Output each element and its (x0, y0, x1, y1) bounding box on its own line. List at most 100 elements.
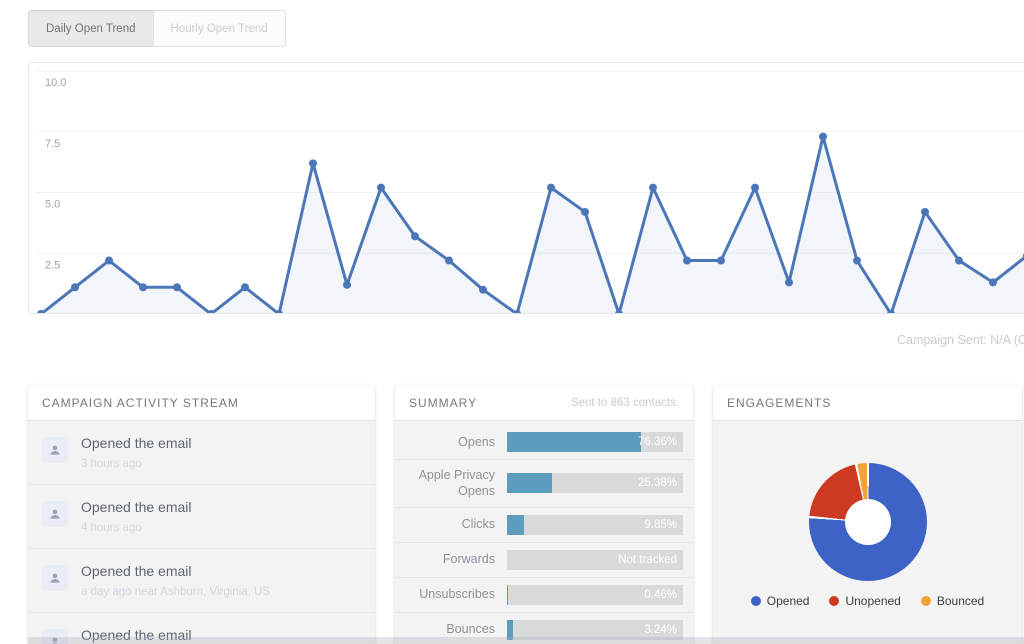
contact-user-icon (42, 565, 68, 591)
summary-bar-fill (507, 584, 508, 605)
summary-metric-label: Clicks (461, 517, 495, 532)
donut-hole (844, 499, 891, 545)
activity-timestamp: 4 hours ago (81, 522, 142, 534)
tab-daily-open-trend[interactable]: Daily Open Trend (28, 10, 154, 47)
y-axis-tick-label: 7.5 (45, 138, 60, 150)
activity-text: Opened the email 3 hours ago (81, 435, 192, 470)
summary-bar-track: 25.38% (507, 473, 683, 494)
legend-label: Opened (766, 594, 810, 608)
activity-title: Opened the email (81, 435, 192, 451)
data-point-marker[interactable] (37, 310, 45, 314)
data-point-marker[interactable] (547, 183, 555, 192)
summary-metric-label: Forwards (442, 552, 495, 567)
summary-metric-value: 3.24% (644, 623, 677, 636)
summary-bar-track: 9.85% (507, 514, 683, 535)
activity-title: Opened the email (81, 499, 192, 515)
summary-metrics-list: Opens 76.36% Apple Privacy Opens 25.38% Clic… (395, 421, 693, 644)
data-point-marker[interactable] (71, 283, 79, 292)
engagements-panel: ENGAGEMENTS Opened Unopened Bounced (713, 385, 1022, 644)
summary-metric-label: Opens (458, 434, 495, 449)
daily-open-trend-line-chart[interactable]: 2.5 5.0 7.5 10.0 (29, 63, 1024, 314)
activity-title: Opened the email (81, 563, 192, 579)
trend-line (40, 135, 1024, 313)
engagements-chart-area: Opened Unopened Bounced (713, 421, 1022, 608)
data-point-marker[interactable] (445, 256, 453, 265)
summary-metric-value: 25.38% (637, 477, 677, 490)
engagements-donut-chart[interactable] (808, 463, 927, 581)
activity-text: Opened the email 4 hours ago (81, 499, 192, 534)
data-point-marker[interactable] (105, 256, 113, 265)
data-point-marker[interactable] (411, 232, 419, 241)
data-point-marker[interactable] (343, 280, 351, 289)
summary-row: Clicks 9.85% (395, 508, 693, 543)
activity-text: Opened the email2 days ago near Ashburn,… (81, 627, 276, 644)
bottom-cutoff-shade (28, 637, 1024, 644)
summary-row: Apple Privacy Opens 25.38% (395, 460, 693, 508)
activity-title: Opened the email (81, 627, 192, 643)
summary-bar-track: Not tracked (507, 549, 683, 570)
data-point-marker[interactable] (785, 278, 793, 287)
summary-metric-value: 0.46% (644, 588, 677, 601)
panel-header: ENGAGEMENTS (713, 385, 1022, 421)
tab-hourly-open-trend[interactable]: Hourly Open Trend (152, 10, 286, 47)
daily-open-trend-chart-card: 2.5 5.0 7.5 10.0 (28, 62, 1024, 314)
data-point-marker[interactable] (207, 310, 215, 314)
legend-item-unopened[interactable]: Unopened (829, 594, 901, 608)
activity-list-item: Opened the email 3 hours ago (28, 421, 375, 485)
panel-header: SUMMARY Sent to 863 contacts. (395, 385, 693, 421)
summary-row: Forwards Not tracked (395, 543, 693, 578)
summary-metric-value: Not tracked (618, 553, 677, 566)
contact-user-icon (42, 437, 68, 463)
summary-metric-label: Unsubscribes (419, 587, 495, 602)
data-point-marker[interactable] (751, 183, 759, 192)
summary-row: Bounces 3.24% (395, 613, 693, 644)
legend-dot (920, 596, 931, 606)
contact-user-icon (42, 501, 68, 527)
summary-bar-track: 3.24% (507, 619, 683, 640)
data-point-marker[interactable] (921, 207, 929, 216)
data-point-marker[interactable] (139, 283, 147, 292)
summary-bar-track: 0.46% (507, 584, 683, 605)
legend-item-bounced[interactable]: Bounced (920, 594, 984, 608)
legend-label: Unopened (845, 594, 901, 608)
summary-metric-value: 76.36% (637, 436, 677, 448)
summary-bar-fill (507, 514, 525, 535)
donut-legend: Opened Unopened Bounced (713, 594, 1022, 608)
panel-title: CAMPAIGN ACTIVITY STREAM (42, 395, 239, 410)
data-point-marker[interactable] (989, 278, 997, 287)
activity-list-item: Opened the email2 days ago near Ashburn,… (28, 613, 375, 644)
activity-list: Opened the email 3 hours ago Opened the em… (28, 421, 375, 644)
data-point-marker[interactable] (615, 310, 623, 314)
data-point-marker[interactable] (819, 132, 827, 141)
data-point-marker[interactable] (717, 256, 725, 265)
data-point-marker[interactable] (513, 310, 521, 314)
data-point-marker[interactable] (479, 285, 487, 294)
y-axis-tick-label: 2.5 (45, 259, 60, 271)
y-axis-tick-label: 5.0 (45, 199, 60, 211)
campaign-activity-stream-panel: CAMPAIGN ACTIVITY STREAM Opened the emai… (28, 385, 375, 644)
summary-panel: SUMMARY Sent to 863 contacts. Opens 76.36… (395, 385, 693, 644)
data-point-marker[interactable] (377, 183, 385, 192)
data-point-marker[interactable] (309, 159, 317, 168)
data-point-marker[interactable] (241, 283, 249, 292)
data-point-marker[interactable] (275, 310, 283, 314)
data-point-marker[interactable] (581, 207, 589, 216)
legend-dot (829, 596, 840, 606)
summary-row: Opens 76.36% (395, 425, 693, 460)
sent-contacts-note: Sent to 863 contacts. (570, 396, 679, 409)
y-axis-tick-label: 10.0 (45, 77, 66, 89)
legend-item-opened[interactable]: Opened (750, 594, 810, 608)
data-point-marker[interactable] (887, 310, 895, 314)
summary-metric-label: Apple Privacy Opens (418, 468, 495, 499)
data-point-marker[interactable] (955, 256, 963, 265)
panel-title: SUMMARY (409, 395, 478, 410)
activity-timestamp: 3 hours ago (81, 458, 142, 470)
data-point-marker[interactable] (649, 183, 657, 192)
summary-bar-fill (507, 432, 642, 452)
summary-metric-label: Bounces (446, 622, 495, 637)
data-point-marker[interactable] (683, 256, 691, 265)
data-point-marker[interactable] (173, 283, 181, 292)
data-point-marker[interactable] (853, 256, 861, 265)
summary-bar-track: 76.36% (507, 432, 683, 452)
